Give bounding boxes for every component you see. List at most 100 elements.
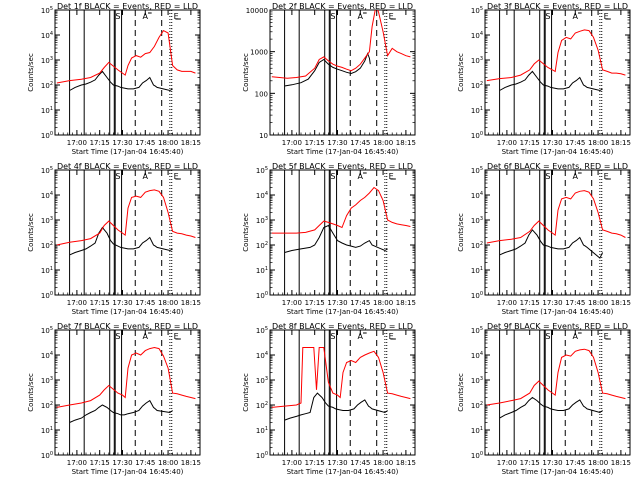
x-tick-label: 18:00 xyxy=(158,139,178,147)
axis-box xyxy=(269,9,416,136)
panel-title: Det 7f BLACK = Events, RED = LLD xyxy=(57,322,198,331)
x-tick-label: 17:00 xyxy=(497,299,517,307)
y-tick-label: 101 xyxy=(41,426,53,435)
x-tick-label: 17:45 xyxy=(565,139,585,147)
x-tick-label: 17:15 xyxy=(305,299,325,307)
y-tick-label: 104 xyxy=(41,351,53,360)
y-tick-exponent: 0 xyxy=(50,451,53,457)
y-tick-exponent: 1 xyxy=(480,426,483,432)
x-tick-label: 18:15 xyxy=(396,139,416,147)
series-lld xyxy=(56,189,196,246)
x-axis-label: Start Time (17-Jan-04 16:45:40) xyxy=(72,468,184,476)
marker-a: A xyxy=(358,12,364,21)
x-tick-label: 18:00 xyxy=(588,139,608,147)
panel-det-3: Det 3f BLACK = Events, RED = LLD10010110… xyxy=(457,2,631,156)
y-tick-label: 10 xyxy=(259,132,268,140)
x-tick-label: 17:45 xyxy=(135,299,155,307)
x-tick-label: 17:30 xyxy=(542,459,562,467)
y-tick-exponent: 4 xyxy=(265,191,268,197)
y-tick-label: 104 xyxy=(471,31,483,40)
y-tick-exponent: 5 xyxy=(480,166,483,172)
y-tick-label: 102 xyxy=(471,401,483,410)
y-tick-label: 103 xyxy=(41,376,53,385)
y-tick-exponent: 1 xyxy=(480,266,483,272)
x-tick-label: 17:00 xyxy=(67,299,87,307)
y-tick-exponent: 3 xyxy=(265,376,268,382)
panel-title: Det 2f BLACK = Events, RED = LLD xyxy=(272,2,413,11)
y-tick-exponent: 1 xyxy=(50,426,53,432)
y-tick-label: 100 xyxy=(255,90,268,98)
x-tick-label: 18:15 xyxy=(181,299,201,307)
y-tick-exponent: 0 xyxy=(480,131,483,137)
panel-det-1: Det 1f BLACK = Events, RED = LLD10010110… xyxy=(27,2,201,156)
y-tick-label: 103 xyxy=(256,376,268,385)
x-tick-label: 17:45 xyxy=(350,299,370,307)
x-tick-label: 17:00 xyxy=(282,459,302,467)
x-axis-label: Start Time (17-Jan-04 16:45:40) xyxy=(287,468,399,476)
y-tick-label: 103 xyxy=(471,216,483,225)
y-tick-label: 101 xyxy=(471,266,483,275)
x-tick-label: 18:15 xyxy=(396,299,416,307)
y-tick-label: 104 xyxy=(256,191,268,200)
y-tick-exponent: 1 xyxy=(480,106,483,112)
y-tick-label: 10000 xyxy=(246,7,268,15)
x-tick-label: 18:15 xyxy=(396,459,416,467)
y-tick-exponent: 5 xyxy=(50,326,53,332)
y-tick-label: 101 xyxy=(471,426,483,435)
y-tick-label: 103 xyxy=(471,56,483,65)
axis-box xyxy=(484,329,631,456)
y-tick-exponent: 3 xyxy=(480,56,483,62)
x-tick-label: 17:30 xyxy=(327,139,347,147)
y-tick-label: 104 xyxy=(41,31,53,40)
y-tick-label: 105 xyxy=(41,166,53,175)
y-tick-exponent: 0 xyxy=(265,291,268,297)
marker-s: S xyxy=(330,332,335,341)
marker-s: S xyxy=(545,172,550,181)
marker-a: A xyxy=(143,172,149,181)
series-events xyxy=(69,399,173,423)
x-tick-label: 17:30 xyxy=(327,459,347,467)
y-axis-label: Counts/sec xyxy=(27,213,35,252)
series-events xyxy=(284,52,371,87)
x-tick-label: 18:00 xyxy=(588,299,608,307)
panel-det-5: Det 5f BLACK = Events, RED = LLD10010110… xyxy=(242,162,416,316)
x-tick-label: 18:00 xyxy=(158,459,178,467)
y-tick-exponent: 3 xyxy=(265,216,268,222)
y-tick-label: 101 xyxy=(256,266,268,275)
x-axis-label: Start Time (17-Jan-04 16:45:40) xyxy=(502,308,614,316)
panel-title: Det 5f BLACK = Events, RED = LLD xyxy=(272,162,413,171)
series-lld xyxy=(486,29,626,82)
y-tick-label: 105 xyxy=(256,166,268,175)
y-tick-label: 102 xyxy=(471,81,483,90)
y-tick-label: 100 xyxy=(471,131,483,140)
x-tick-label: 17:15 xyxy=(520,299,540,307)
y-tick-label: 102 xyxy=(41,401,53,410)
y-axis-label: Counts/sec xyxy=(27,373,35,412)
axis-box xyxy=(269,169,416,296)
y-tick-exponent: 2 xyxy=(265,401,268,407)
x-axis-label: Start Time (17-Jan-04 16:45:40) xyxy=(502,468,614,476)
x-tick-label: 17:45 xyxy=(350,459,370,467)
y-tick-exponent: 0 xyxy=(480,451,483,457)
y-tick-label: 102 xyxy=(256,401,268,410)
y-tick-exponent: 1 xyxy=(50,266,53,272)
y-tick-exponent: 1 xyxy=(265,426,268,432)
y-tick-label: 100 xyxy=(41,131,53,140)
x-tick-label: 17:45 xyxy=(565,459,585,467)
x-tick-label: 17:00 xyxy=(497,459,517,467)
y-axis-label: Counts/sec xyxy=(457,373,465,412)
series-lld xyxy=(486,348,626,406)
series-lld xyxy=(56,346,196,408)
y-tick-label: 103 xyxy=(471,376,483,385)
y-tick-label: 105 xyxy=(471,166,483,175)
x-tick-label: 17:15 xyxy=(520,459,540,467)
y-tick-label: 102 xyxy=(256,241,268,250)
x-axis-label: Start Time (17-Jan-04 16:45:40) xyxy=(287,148,399,156)
series-lld xyxy=(271,186,411,234)
x-tick-label: 17:15 xyxy=(90,459,110,467)
panel-title: Det 3f BLACK = Events, RED = LLD xyxy=(487,2,628,11)
x-tick-label: 17:30 xyxy=(112,139,132,147)
y-tick-label: 101 xyxy=(41,106,53,115)
y-axis-label: Counts/sec xyxy=(242,373,250,412)
